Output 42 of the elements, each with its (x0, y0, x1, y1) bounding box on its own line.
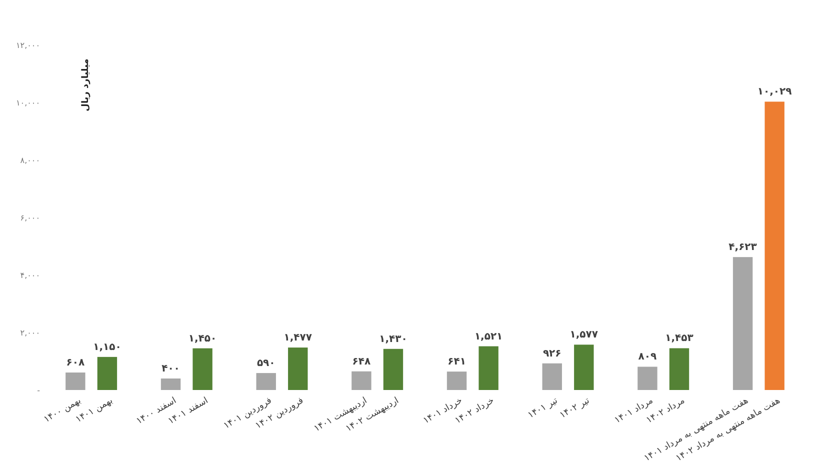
bar (352, 371, 372, 390)
data-label: ۱,۴۵۰ (188, 333, 217, 344)
bar (542, 363, 562, 390)
data-label: ۸۰۹ (638, 352, 657, 363)
bar (764, 102, 784, 390)
data-label: ۵۹۰ (256, 358, 276, 370)
bar (160, 378, 181, 390)
bar (97, 356, 118, 390)
bar (669, 348, 690, 390)
data-label: ۴,۶۲۳ (728, 242, 757, 254)
bar (732, 257, 753, 390)
bar (446, 372, 467, 390)
bar (66, 372, 86, 390)
data-label: ۹۲۶ (542, 348, 562, 360)
data-label: ۶۰۸ (66, 358, 85, 369)
data-label: ۱۰,۰۲۹ (757, 86, 792, 98)
data-label: ۱,۴۳۰ (379, 334, 408, 345)
bar (192, 348, 212, 390)
y-tick-label: ۶,۰۰۰ (20, 214, 40, 222)
y-axis-title: میلیارد ریال (81, 58, 91, 112)
bar (638, 366, 658, 390)
bar (478, 346, 498, 390)
data-label: ۴۰۰ (162, 364, 180, 374)
bar (288, 348, 308, 390)
bar (574, 344, 594, 390)
y-tick-label: ۱۲,۰۰۰ (16, 41, 40, 50)
x-tick-label: تیر ۱۴۰۱ (526, 396, 560, 421)
data-label: ۶۴۱ (448, 356, 466, 368)
data-label: ۶۴۸ (352, 356, 371, 368)
bar (256, 373, 276, 390)
data-label: ۱,۴۷۷ (284, 332, 312, 344)
data-label: ۱,۱۵۰ (93, 342, 122, 353)
y-tick-label: ۴,۰۰۰ (20, 271, 40, 280)
x-tick-label: تیر ۱۴۰۲ (558, 396, 592, 421)
data-label: ۱,۴۵۳ (665, 333, 694, 344)
bar (383, 348, 404, 390)
y-tick-label: ۱۰,۰۰۰ (16, 98, 40, 108)
y-tick-label: ۲,۰۰۰ (20, 328, 40, 338)
y-tick-label: - (37, 386, 40, 395)
data-label: ۱,۵۲۱ (474, 331, 503, 342)
data-label: ۱,۵۷۷ (570, 330, 598, 341)
y-tick-label: ۸,۰۰۰ (20, 156, 40, 165)
